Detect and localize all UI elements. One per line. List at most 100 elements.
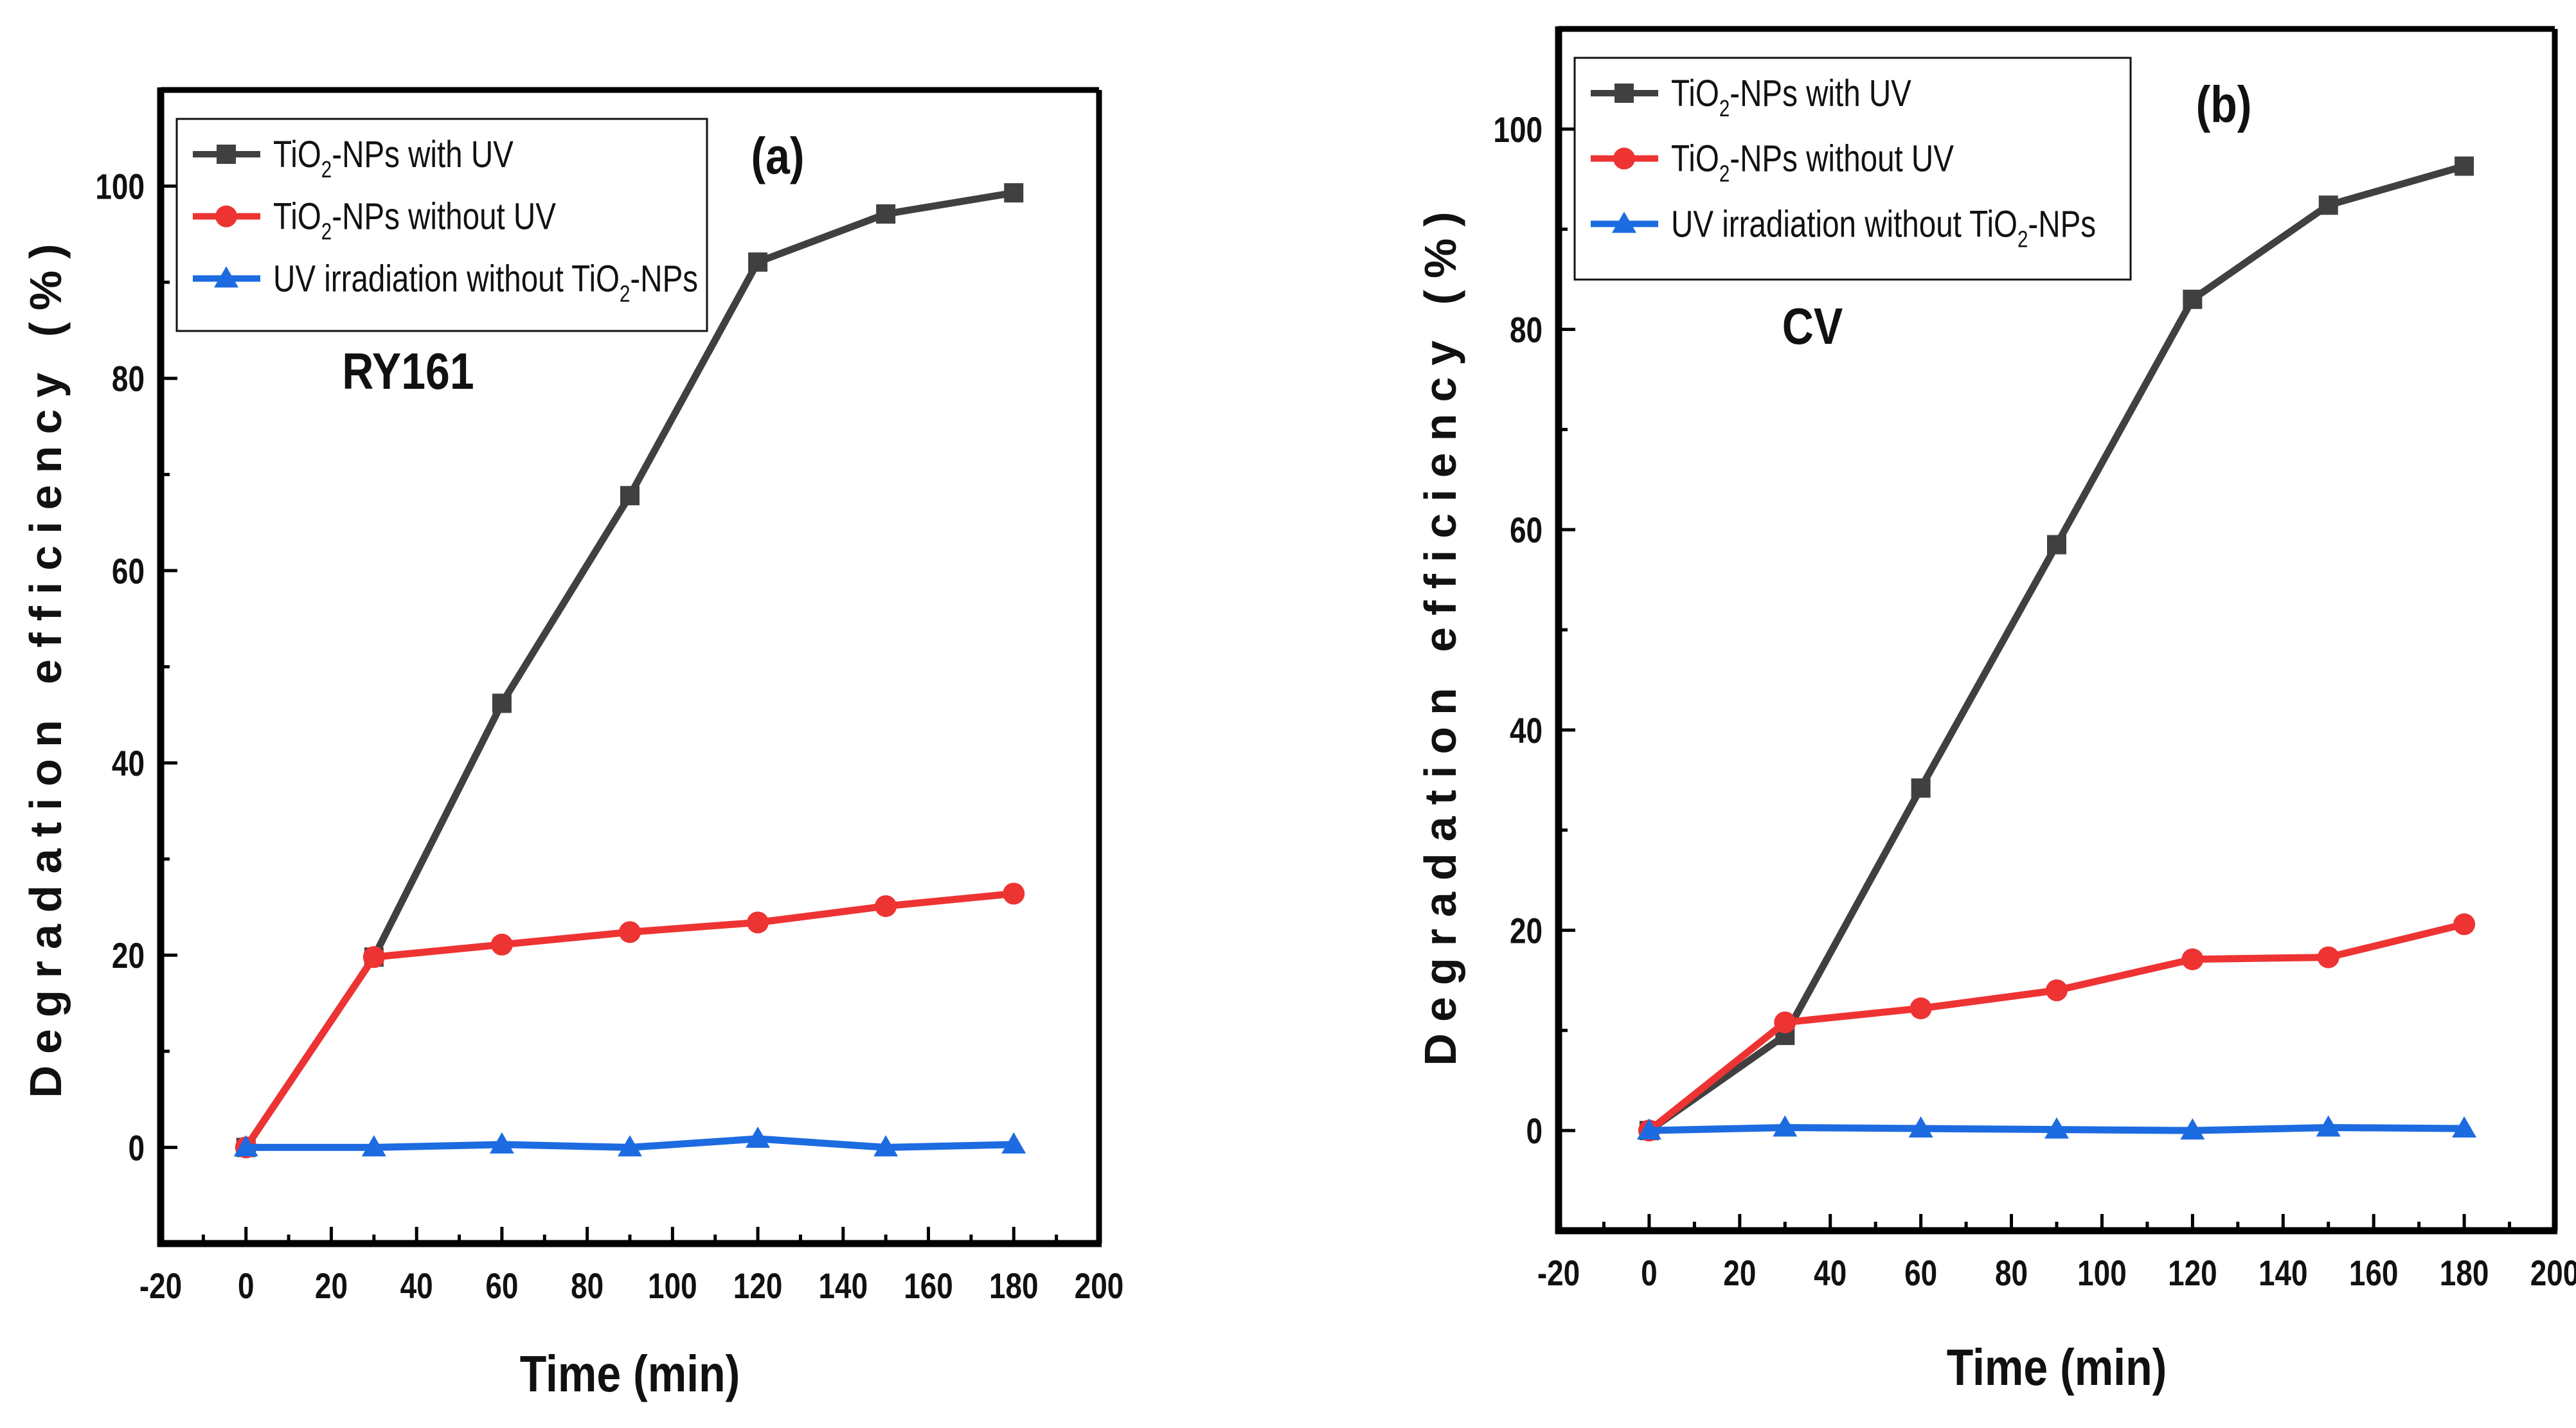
legend-label-part: TiO [273,196,321,238]
data-point [1004,183,1024,203]
data-point [490,933,513,956]
legend-box [175,118,708,332]
x-tick-label: 200 [1075,1266,1124,1306]
legend-label-part: -NPs [630,258,698,300]
data-point [1773,1115,1798,1137]
data-point [2046,979,2068,1001]
data-point [746,1126,771,1148]
legend-entry: UV irradiation without TiO2-NPs [1591,204,2096,252]
x-tick-label: 140 [2258,1253,2308,1293]
data-point [619,921,641,943]
data-point [747,911,769,934]
x-tick-label: 60 [1904,1253,1937,1293]
y-axis-title: Degradation efficiency (%) [1415,200,1465,1066]
chart-panel-b: -20 0 20 40 60 80 100 120 140 160 180 200 0 20 40 60 80 1… [1415,26,2576,1396]
legend: TiO2-NPs with UV TiO2-NPs without UV UV ir… [175,118,708,332]
legend-entry: TiO2-NPs with UV [193,134,514,183]
legend-label-part: 2 [321,219,332,244]
legend-marker [1613,147,1635,170]
x-tick-label: 40 [400,1266,433,1306]
legend-label-part: 2 [2017,226,2028,252]
legend-label-part: 2 [321,156,332,182]
data-point [1636,1118,1661,1140]
data-point [2452,1116,2477,1138]
data-point [2183,289,2203,309]
x-tick-label: 100 [648,1266,697,1306]
data-point [489,1132,514,1154]
y-tick-label: 0 [1526,1111,1543,1151]
y-tick-label: 40 [112,744,145,783]
data-point [1911,778,1931,798]
y-tick-label: 20 [1510,911,1543,951]
legend-marker [1612,211,1636,233]
data-point [620,486,640,506]
legend-label: TiO2-NPs with UV [1671,73,1911,121]
legend-label: TiO2-NPs without UV [1671,138,1954,186]
y-tick-label: 80 [1510,310,1543,350]
legend-marker [217,145,236,164]
y-tick-label: 20 [112,936,145,976]
y-tick-label: 100 [1493,110,1543,150]
data-point [2181,948,2204,970]
legend-label: TiO2-NPs with UV [273,134,514,183]
legend-label-part: TiO [1671,138,1719,180]
legend-label: TiO2-NPs without UV [273,196,557,244]
panel-label: (b) [2196,76,2252,133]
x-tick-label: 160 [2349,1253,2399,1293]
x-tick-label: 120 [733,1266,783,1306]
x-tick-label: 20 [1723,1253,1756,1293]
legend-label: UV irradiation without TiO2-NPs [273,258,698,307]
data-point [1910,997,1932,1020]
y-tick-label: 60 [1510,510,1543,550]
x-tick-label: 0 [238,1266,255,1306]
data-point [873,1135,899,1157]
x-tick-label: 200 [2530,1253,2576,1293]
data-point [1908,1116,1933,1138]
x-tick-label: 160 [904,1266,953,1306]
y-tick-label: 60 [112,551,145,591]
data-point [2455,156,2474,176]
legend-label-part: UV irradiation without TiO [1671,204,2017,245]
y-tick-label: 100 [95,166,145,206]
data-point [875,895,897,917]
x-tick-label: 180 [989,1266,1039,1306]
x-axis-title: Time (min) [1947,1339,2167,1396]
legend-label-part: -NPs without UV [1730,138,1954,180]
data-point [2453,913,2476,936]
y-axis-title: Degradation efficiency (%) [21,232,71,1098]
legend-label: UV irradiation without TiO2-NPs [1671,204,2096,252]
data-point [2047,535,2066,555]
data-point [2316,1115,2341,1137]
legend-box [1573,57,2132,281]
x-tick-label: 60 [485,1266,518,1306]
legend-marker [214,266,238,288]
data-point [1774,1011,1796,1033]
legend-entry: TiO2-NPs without UV [1591,138,1954,186]
series-1 [235,882,1025,1159]
data-point [618,1135,642,1157]
x-tick-label: 140 [819,1266,868,1306]
x-tick-label: 80 [1995,1253,2028,1293]
data-point [2044,1117,2069,1139]
x-tick-label: -20 [1537,1253,1580,1293]
legend-label-part: UV irradiation without TiO [273,258,620,300]
x-tick-label: 20 [315,1266,348,1306]
x-tick-label: 100 [2077,1253,2127,1293]
data-point [492,693,512,713]
data-point [876,204,896,224]
series-2 [1636,1115,2477,1140]
legend-label-part: 2 [620,281,630,307]
legend-marker [1614,84,1634,103]
x-tick-label: 40 [1814,1253,1847,1293]
legend-entry: UV irradiation without TiO2-NPs [193,258,698,307]
x-tick-label: -20 [139,1266,182,1306]
data-point [748,252,768,272]
chart-annotation: RY161 [342,343,474,400]
panel-label: (a) [751,127,804,184]
legend-entry: TiO2-NPs without UV [193,196,557,244]
data-point [2180,1118,2205,1140]
chart-annotation: CV [1782,298,1843,355]
y-tick-label: 80 [112,359,145,398]
data-point [361,1135,386,1157]
